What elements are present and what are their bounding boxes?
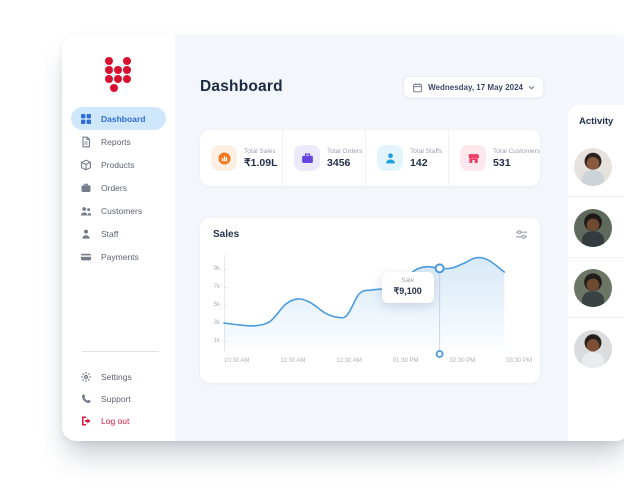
main-content: Dashboard Wednesday, 17 May 2024 Total S… xyxy=(175,35,568,441)
y-tick-label: 1k xyxy=(213,338,220,345)
sidebar-item-products[interactable]: Products xyxy=(71,153,166,176)
sidebar-item-label: Customers xyxy=(101,205,143,216)
document-icon xyxy=(80,136,92,148)
user-avatar-1[interactable] xyxy=(574,148,612,186)
activity-divider xyxy=(568,317,624,318)
tooltip-label: Sale xyxy=(401,277,415,285)
main-header: Dashboard Wednesday, 17 May 2024 xyxy=(200,75,544,99)
y-tick-label: 3k xyxy=(213,320,220,327)
sidebar-item-customers[interactable]: Customers xyxy=(71,199,166,222)
chart-tooltip: Sale ₹9,100 xyxy=(381,272,434,304)
card-icon xyxy=(80,251,92,263)
y-tick-label: 9k xyxy=(213,266,220,273)
sidebar-item-label: Log out xyxy=(101,416,130,426)
sidebar-item-settings[interactable]: Settings xyxy=(71,366,166,388)
briefcase-icon xyxy=(294,145,321,171)
sidebar-item-reports[interactable]: Reports xyxy=(71,130,166,153)
stat-value: 142 xyxy=(410,156,428,169)
person-icon xyxy=(377,145,404,171)
box-icon xyxy=(80,159,92,171)
brand-logo-dots-icon xyxy=(105,57,132,93)
activity-divider xyxy=(568,257,624,258)
sidebar-item-support[interactable]: Support xyxy=(71,388,166,410)
user-avatar-3[interactable] xyxy=(574,269,612,307)
stat-total-orders: Total Orders 3456 xyxy=(282,130,365,186)
activity-divider xyxy=(568,196,624,197)
date-label: Wednesday, 17 May 2024 xyxy=(428,82,523,92)
calendar-icon xyxy=(412,82,423,93)
x-tick-label: 01:30 PM xyxy=(392,358,419,364)
briefcase-icon xyxy=(80,182,92,194)
sales-chart-title: Sales xyxy=(213,229,240,240)
sales-chart-badge-icon xyxy=(211,145,237,171)
sidebar-item-logout[interactable]: Log out xyxy=(71,410,166,432)
storefront-icon xyxy=(460,145,487,171)
sliders-icon[interactable] xyxy=(515,229,528,240)
y-tick-label: 7k xyxy=(213,284,220,291)
logout-icon xyxy=(80,415,92,427)
y-tick-label: 5k xyxy=(213,302,220,309)
sidebar-item-label: Staff xyxy=(101,228,119,239)
sidebar-item-payments[interactable]: Payments xyxy=(71,245,166,268)
stat-label: Total Sales xyxy=(244,147,276,155)
user-avatar-2[interactable] xyxy=(574,209,612,247)
page-title: Dashboard xyxy=(200,78,283,95)
sidebar-footer: Settings Support Log out xyxy=(71,366,166,432)
gear-icon xyxy=(80,371,92,383)
x-tick-label: 11:30 AM xyxy=(280,358,306,364)
sidebar-item-dashboard[interactable]: Dashboard xyxy=(71,107,166,130)
sidebar-nav: Dashboard Reports Products Orders xyxy=(71,107,166,268)
stat-label: Total Orders xyxy=(327,147,363,155)
grid-icon xyxy=(80,113,92,125)
x-tick-label: 02:30 PM xyxy=(449,358,476,364)
x-tick-label: 12:30 AM xyxy=(336,358,362,364)
activity-panel: Activity xyxy=(568,105,624,441)
phone-icon xyxy=(80,393,92,405)
stat-value: 3456 xyxy=(327,156,351,169)
stat-value: ₹1.09L xyxy=(244,156,278,169)
sidebar-item-label: Settings xyxy=(101,372,132,382)
sales-chart-header: Sales xyxy=(213,229,528,240)
sidebar: Dashboard Reports Products Orders xyxy=(62,35,175,441)
brand-logo xyxy=(62,57,175,97)
chart-y-axis-labels: 9k 7k 5k 3k 1k xyxy=(208,250,222,355)
user-avatar-4[interactable] xyxy=(574,330,612,368)
app-window: Dashboard Reports Products Orders xyxy=(62,35,624,441)
stat-value: 531 xyxy=(493,156,511,169)
sales-line-chart[interactable]: 9k 7k 5k 3k 1k 10:30 AM 11:30 AM 12:30 AM 01:30… xyxy=(208,250,532,372)
sidebar-item-label: Products xyxy=(101,159,135,170)
chart-x-axis-labels: 10:30 AM 11:30 AM 12:30 AM 01:30 PM 02:30 PM… xyxy=(224,358,532,364)
stat-total-staffs: Total Staffs 142 xyxy=(365,130,448,186)
chevron-down-icon xyxy=(528,85,535,90)
x-tick-label: 10:30 AM xyxy=(224,358,250,364)
stat-total-customers: Total Customers 531 xyxy=(448,130,540,186)
person-icon xyxy=(80,228,92,240)
sidebar-item-staff[interactable]: Staff xyxy=(71,222,166,245)
stats-summary-card: Total Sales ₹1.09L Total Orders 3456 T xyxy=(200,130,540,186)
date-picker-button[interactable]: Wednesday, 17 May 2024 xyxy=(403,76,544,98)
activity-title: Activity xyxy=(579,116,614,127)
x-tick-label: 03:30 PM xyxy=(506,358,532,364)
sidebar-item-label: Support xyxy=(101,394,131,404)
chart-plot-area xyxy=(223,255,506,358)
sidebar-item-orders[interactable]: Orders xyxy=(71,176,166,199)
sidebar-item-label: Reports xyxy=(101,136,131,147)
sidebar-item-label: Orders xyxy=(101,182,127,193)
sidebar-divider xyxy=(82,351,159,352)
tooltip-value: ₹9,100 xyxy=(393,286,422,297)
people-icon xyxy=(80,205,92,217)
sidebar-item-label: Dashboard xyxy=(101,113,146,124)
stat-total-sales: Total Sales ₹1.09L xyxy=(200,130,282,186)
stat-label: Total Customers xyxy=(493,147,541,155)
sales-chart-card: Sales 9k 7k 5k 3k 1k 10:30 AM 11:30 AM 12:30 A… xyxy=(200,218,540,383)
stat-label: Total Staffs xyxy=(410,147,443,155)
sidebar-item-label: Payments xyxy=(101,251,139,262)
